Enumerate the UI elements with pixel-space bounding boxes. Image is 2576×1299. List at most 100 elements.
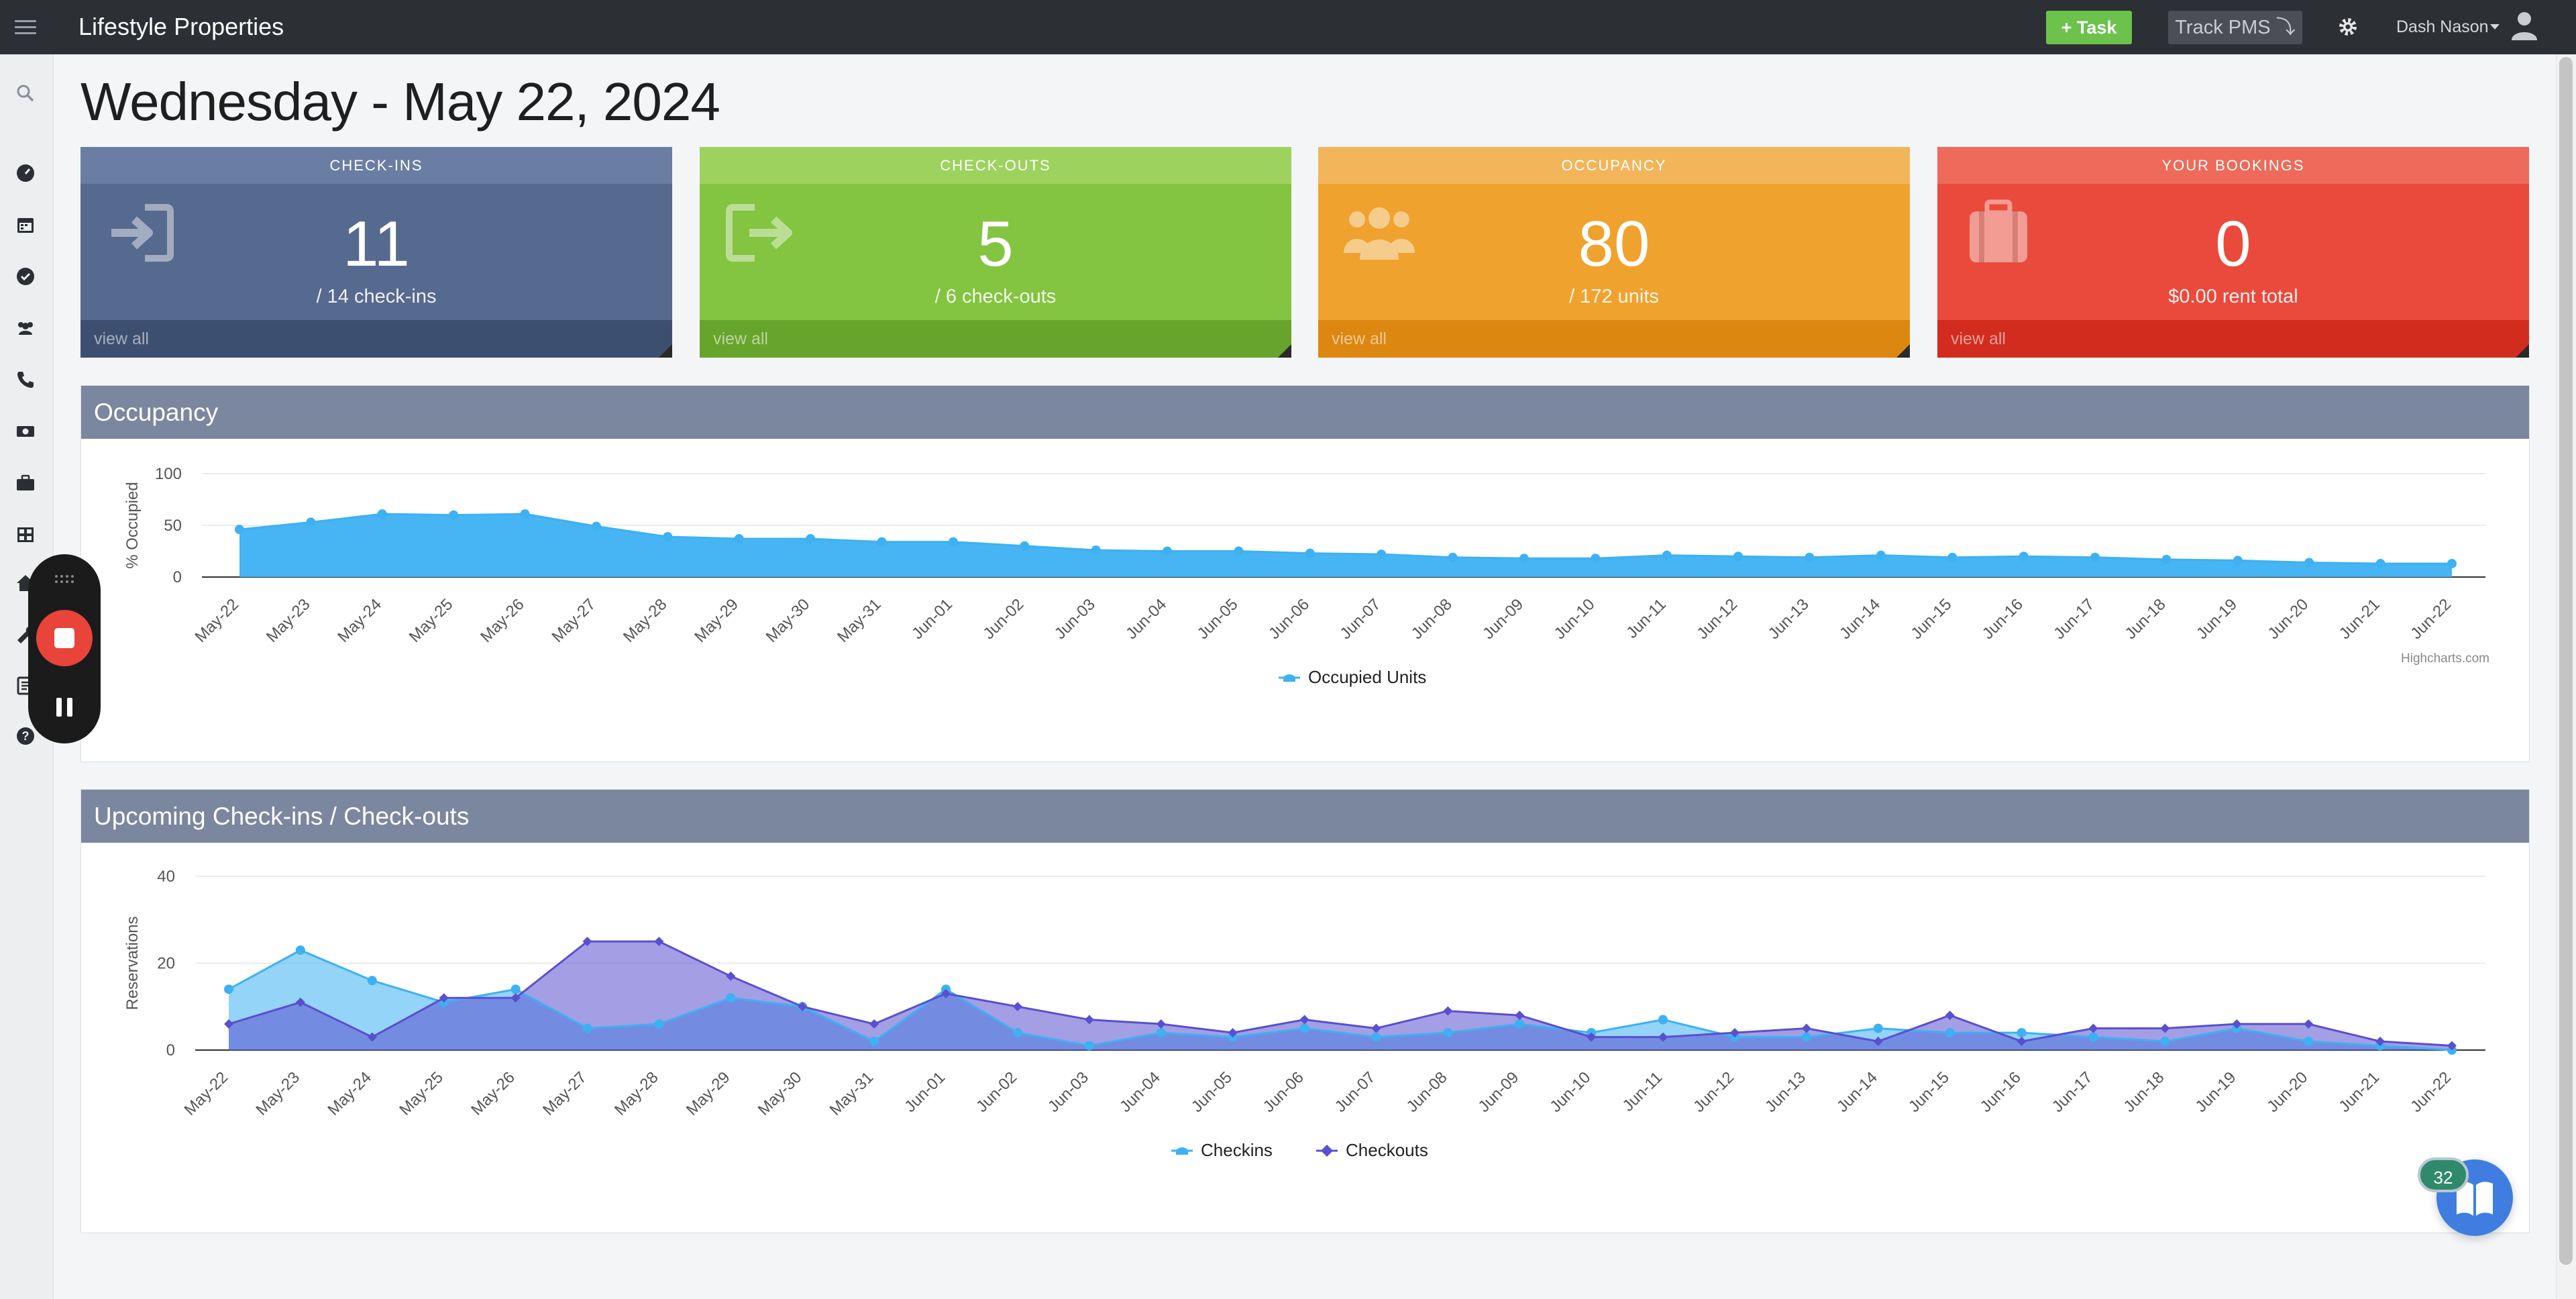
- data-point[interactable]: [869, 1019, 879, 1029]
- data-point[interactable]: [224, 1019, 233, 1029]
- data-point[interactable]: [1156, 1019, 1166, 1029]
- data-point[interactable]: [2017, 1028, 2027, 1038]
- data-point[interactable]: [2447, 558, 2457, 568]
- data-point[interactable]: [1091, 545, 1101, 555]
- help-icon[interactable]: ?: [15, 725, 36, 747]
- data-point[interactable]: [1084, 1015, 1094, 1025]
- check-circle-icon[interactable]: [15, 266, 36, 287]
- users-icon[interactable]: [15, 317, 36, 339]
- data-point[interactable]: [1873, 1037, 1883, 1047]
- data-point[interactable]: [1947, 552, 1957, 562]
- data-point[interactable]: [1873, 1023, 1883, 1033]
- data-point[interactable]: [2304, 1019, 2314, 1029]
- user-menu[interactable]: Dash Nason: [2396, 17, 2489, 36]
- data-point[interactable]: [2088, 1032, 2098, 1042]
- data-point[interactable]: [1377, 550, 1387, 560]
- data-point[interactable]: [2161, 554, 2171, 564]
- data-point[interactable]: [654, 1019, 664, 1029]
- data-point[interactable]: [2017, 1037, 2027, 1047]
- data-point[interactable]: [1012, 1028, 1022, 1038]
- briefcase-icon[interactable]: [15, 472, 36, 494]
- calendar-icon[interactable]: [15, 214, 36, 236]
- data-point[interactable]: [582, 1023, 592, 1033]
- data-point[interactable]: [1448, 552, 1458, 562]
- data-point[interactable]: [2375, 558, 2385, 568]
- data-point[interactable]: [1587, 1032, 1597, 1042]
- money-icon[interactable]: [15, 421, 36, 442]
- data-point[interactable]: [2447, 1041, 2457, 1051]
- data-point[interactable]: [1299, 1023, 1309, 1033]
- data-point[interactable]: [1733, 552, 1743, 562]
- data-point[interactable]: [2160, 1037, 2170, 1047]
- data-point[interactable]: [1945, 1028, 1955, 1038]
- app-title[interactable]: Lifestyle Properties: [78, 13, 284, 40]
- data-point[interactable]: [2019, 552, 2029, 562]
- data-point[interactable]: [1515, 1010, 1525, 1021]
- data-point[interactable]: [367, 1032, 377, 1042]
- data-point[interactable]: [1591, 554, 1601, 564]
- view-all-link[interactable]: view all: [1318, 320, 1910, 358]
- data-point[interactable]: [2304, 558, 2314, 568]
- page-scrollbar[interactable]: [2556, 54, 2576, 1299]
- data-point[interactable]: [1228, 1028, 1238, 1038]
- menu-toggle-icon[interactable]: [15, 20, 36, 35]
- stop-recording-button[interactable]: [36, 610, 93, 666]
- data-point[interactable]: [1163, 546, 1173, 556]
- data-point[interactable]: [295, 997, 305, 1007]
- drag-handle-icon[interactable]: [54, 574, 75, 584]
- dashboard-icon[interactable]: [15, 162, 36, 184]
- data-point[interactable]: [1729, 1028, 1739, 1038]
- data-point[interactable]: [1305, 548, 1315, 558]
- data-point[interactable]: [295, 945, 305, 955]
- pause-recording-button[interactable]: [54, 696, 75, 718]
- data-point[interactable]: [1515, 1019, 1525, 1029]
- data-point[interactable]: [663, 531, 673, 541]
- legend-item[interactable]: Occupied Units: [1279, 667, 1426, 687]
- user-avatar-icon[interactable]: [2510, 9, 2538, 42]
- data-point[interactable]: [235, 525, 244, 535]
- data-point[interactable]: [654, 937, 664, 947]
- track-pms-button[interactable]: Track PMS ⤵: [2168, 11, 2302, 44]
- gear-icon[interactable]: [2336, 15, 2360, 39]
- data-point[interactable]: [306, 517, 316, 527]
- add-task-button[interactable]: + Task: [2046, 11, 2132, 44]
- data-point[interactable]: [1084, 1041, 1094, 1051]
- data-point[interactable]: [377, 509, 387, 519]
- data-point[interactable]: [941, 988, 951, 998]
- data-point[interactable]: [2160, 1023, 2170, 1033]
- data-point[interactable]: [1443, 1028, 1453, 1038]
- wrench-icon[interactable]: [15, 625, 36, 646]
- scrollbar-thumb[interactable]: [2559, 57, 2573, 1265]
- data-point[interactable]: [2232, 1019, 2242, 1029]
- data-point[interactable]: [1156, 1028, 1166, 1038]
- data-point[interactable]: [798, 1002, 808, 1012]
- data-point[interactable]: [367, 976, 377, 986]
- view-all-link[interactable]: view all: [1937, 320, 2529, 358]
- chevron-down-icon[interactable]: [2490, 24, 2500, 30]
- data-point[interactable]: [1945, 1010, 1955, 1021]
- view-all-link[interactable]: view all: [700, 320, 1291, 358]
- data-point[interactable]: [2090, 552, 2100, 562]
- grid-icon[interactable]: [15, 524, 36, 545]
- data-point[interactable]: [1662, 550, 1672, 560]
- data-point[interactable]: [511, 993, 521, 1003]
- data-point[interactable]: [1020, 541, 1030, 551]
- search-icon[interactable]: [15, 83, 36, 104]
- data-point[interactable]: [439, 993, 449, 1003]
- data-point[interactable]: [869, 1037, 879, 1047]
- data-point[interactable]: [582, 937, 592, 947]
- data-point[interactable]: [1371, 1023, 1381, 1033]
- data-point[interactable]: [1801, 1023, 1811, 1033]
- data-point[interactable]: [726, 993, 736, 1003]
- data-point[interactable]: [1519, 554, 1529, 564]
- data-point[interactable]: [2233, 556, 2243, 566]
- data-point[interactable]: [1658, 1032, 1668, 1042]
- data-point[interactable]: [1876, 550, 1886, 560]
- data-point[interactable]: [224, 984, 233, 994]
- data-point[interactable]: [1299, 1015, 1309, 1025]
- legend-item[interactable]: Checkouts: [1316, 1140, 1428, 1160]
- data-point[interactable]: [806, 534, 816, 544]
- data-point[interactable]: [948, 537, 958, 547]
- data-point[interactable]: [1234, 546, 1244, 556]
- data-point[interactable]: [591, 521, 601, 531]
